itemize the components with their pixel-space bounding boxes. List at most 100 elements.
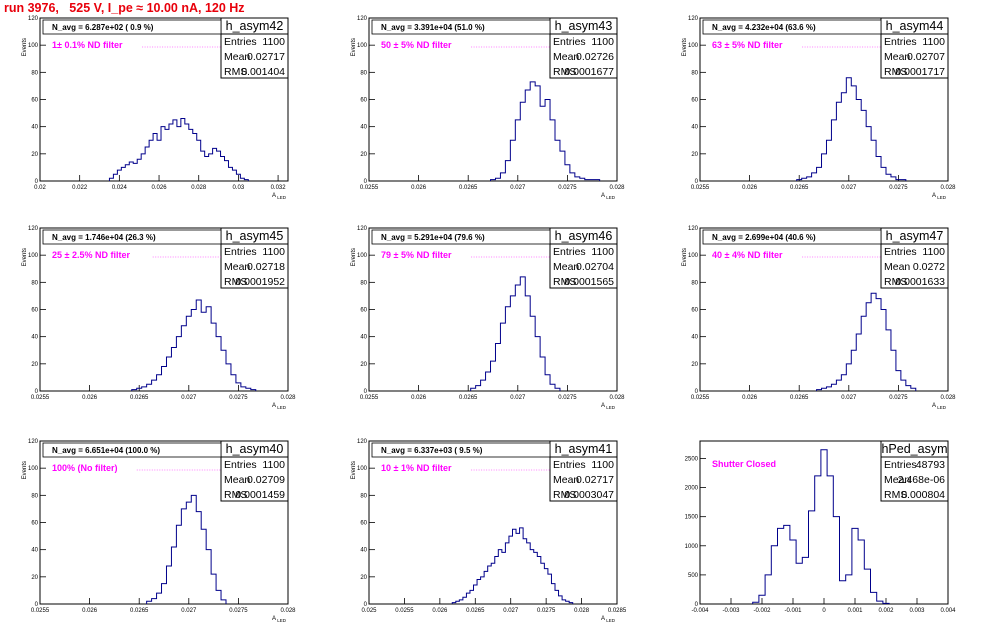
stats-value: 0.02717	[576, 474, 614, 486]
navg-text: N_avg = 1.746e+04 (26.3 %)	[52, 233, 156, 242]
x-tick-label: 0.024	[112, 185, 128, 191]
y-tick-label: 2000	[685, 486, 699, 492]
y-tick-label: 2500	[685, 456, 699, 462]
stats-box: h_asym43 Entries 1100 Mean0.02726RMS0.00016…	[549, 17, 618, 79]
y-tick-label: 40	[360, 125, 367, 131]
stats-value: 1100	[591, 36, 614, 48]
x-axis-label: A LED	[272, 193, 287, 200]
x-tick-label: 0.03	[233, 185, 245, 191]
y-tick-label: 1000	[685, 544, 699, 550]
y-axis-label: Events	[351, 248, 357, 266]
navg-frame	[42, 19, 222, 35]
histogram-panel-h_asym40: 0 20 40 60 80 100 120 0.0255 0.026 0.0265 0.027 0.0…	[22, 439, 296, 623]
stats-key: Mean	[884, 474, 910, 486]
filter-label: 63 ± 5% ND filter	[712, 40, 783, 50]
navg-frame	[371, 229, 551, 245]
y-tick-label: 20	[360, 575, 367, 581]
x-tick-label: 0.0275	[558, 395, 577, 401]
stats-value: 1100	[262, 246, 285, 258]
navg-box: N_avg = 2.699e+04 (40.6 %)	[702, 229, 882, 245]
y-tick-label: 100	[688, 253, 699, 259]
navg-box: N_avg = 3.391e+04 (51.0 %)	[371, 19, 551, 35]
stats-key: Mean	[884, 51, 910, 63]
stats-value: 0.0001459	[235, 489, 285, 501]
navg-box: N_avg = 1.746e+04 (26.3 %)	[42, 229, 222, 245]
stats-body	[880, 33, 949, 79]
histogram-line	[490, 81, 601, 181]
x-tick-label: 0.001	[847, 608, 863, 614]
y-tick-label: 0	[695, 602, 699, 608]
stats-value: 48793	[916, 459, 945, 471]
x-tick-label: 0.026	[152, 185, 168, 191]
x-tick-label: 0.026	[411, 395, 427, 401]
x-tick-label: 0.0255	[691, 395, 710, 401]
plot-area: 0 20 40 60 80 100 120 0.025 0.0255 0.026 0.0265 0.0…	[351, 439, 627, 623]
stats-title: hPed_asym	[881, 442, 947, 456]
histogram-panel-h_asym45: 0 20 40 60 80 100 120 0.0255 0.026 0.0265 0.027 0.0…	[22, 226, 296, 410]
stats-title: h_asym42	[226, 19, 284, 33]
plot-area: 0 20 40 60 80 100 120 0.0255 0.026 0.0265 0.027 0.0…	[22, 439, 296, 623]
x-tick-label: 0.028	[280, 395, 296, 401]
stats-key: Entries	[553, 36, 586, 48]
x-tick-label: 0.0265	[790, 395, 809, 401]
x-tick-label: 0.027	[181, 395, 197, 401]
y-tick-label: 100	[28, 466, 39, 472]
stats-title: h_asym40	[226, 442, 284, 456]
x-tick-label: 0.027	[841, 395, 857, 401]
x-axis-label: A LED	[601, 616, 616, 623]
stats-key: Entries	[224, 36, 257, 48]
y-tick-label: 0	[35, 179, 39, 185]
y-tick-label: 0	[35, 602, 39, 608]
navg-frame	[702, 19, 882, 35]
stats-value: 0.0003047	[564, 489, 614, 501]
x-tick-label: 0.0275	[889, 395, 908, 401]
y-tick-label: 500	[688, 573, 699, 579]
y-tick-label: 0	[364, 389, 368, 395]
plot-area: 0 20 40 60 80 100 120 0.0255 0.026 0.0265 0.027 0.0…	[351, 16, 625, 200]
histogram-panel-h_asym46: 0 20 40 60 80 100 120 0.0255 0.026 0.0265 0.027 0.0…	[351, 226, 625, 410]
stats-value: 2.468e-06	[898, 474, 945, 486]
y-tick-label: 60	[31, 521, 38, 527]
y-axis-label: Events	[682, 248, 688, 266]
histogram-line	[131, 299, 257, 391]
navg-text: N_avg = 6.337e+03 ( 9.5 %)	[381, 446, 483, 455]
stats-key: Entries	[224, 459, 257, 471]
y-tick-label: 100	[28, 253, 39, 259]
x-tick-label: 0.026	[411, 185, 427, 191]
histogram-line	[108, 118, 249, 181]
stats-body	[220, 456, 289, 502]
stats-key: RMS	[884, 276, 907, 288]
y-axis-label: Events	[351, 38, 357, 56]
stats-value: 1100	[922, 36, 945, 48]
x-tick-label: 0.026	[432, 608, 448, 614]
y-tick-label: 80	[360, 280, 367, 286]
navg-box: N_avg = 6.337e+03 ( 9.5 %)	[371, 442, 551, 458]
stats-key: RMS	[553, 489, 576, 501]
stats-box: h_asym47 Entries 1100 Mean 0.0272 RMS0.000163…	[880, 227, 949, 289]
y-tick-label: 0	[695, 389, 699, 395]
navg-box: N_avg = 4.232e+04 (63.6 %)	[702, 19, 882, 35]
y-tick-label: 40	[691, 125, 698, 131]
stats-value: 1100	[591, 459, 614, 471]
x-tick-label: -0.001	[784, 608, 802, 614]
y-tick-label: 60	[31, 308, 38, 314]
y-tick-label: 100	[357, 466, 368, 472]
x-tick-label: 0.027	[503, 608, 519, 614]
x-axis-label: A LED	[272, 403, 287, 410]
x-tick-label: 0.028	[609, 395, 625, 401]
y-tick-label: 100	[688, 43, 699, 49]
x-tick-label: 0.0255	[360, 395, 379, 401]
x-tick-label: 0.02	[34, 185, 46, 191]
y-tick-label: 20	[360, 152, 367, 158]
histogram-panel-h_asym43: 0 20 40 60 80 100 120 0.0255 0.026 0.0265 0.027 0.0…	[351, 16, 625, 200]
x-tick-label: 0.0255	[31, 608, 50, 614]
x-tick-label: 0.028	[574, 608, 590, 614]
x-tick-label: 0.0275	[558, 185, 577, 191]
y-tick-label: 120	[688, 226, 699, 232]
stats-key: RMS	[224, 276, 247, 288]
y-tick-label: 60	[691, 308, 698, 314]
x-tick-label: 0.026	[742, 185, 758, 191]
stats-title: h_asym43	[555, 19, 613, 33]
y-tick-label: 120	[357, 16, 368, 22]
y-tick-label: 20	[691, 152, 698, 158]
